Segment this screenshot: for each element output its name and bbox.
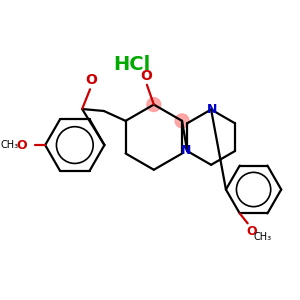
Text: O: O xyxy=(246,225,257,238)
Text: O: O xyxy=(85,74,97,87)
Text: CH₃: CH₃ xyxy=(254,232,272,242)
Circle shape xyxy=(175,114,189,128)
Text: N: N xyxy=(207,103,217,116)
Text: O: O xyxy=(140,69,152,83)
Text: N: N xyxy=(181,143,191,157)
Text: O: O xyxy=(16,139,27,152)
Circle shape xyxy=(147,98,161,112)
Text: HCl: HCl xyxy=(113,55,151,74)
Text: CH₃: CH₃ xyxy=(1,140,19,150)
